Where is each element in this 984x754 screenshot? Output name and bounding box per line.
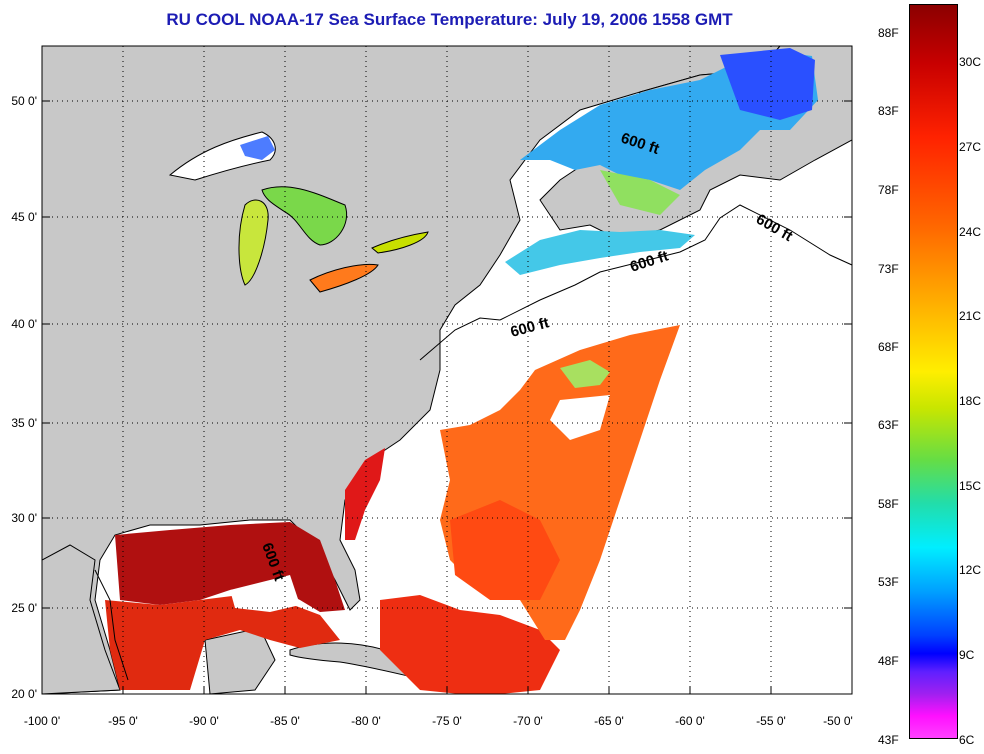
shelf-contour-gulf — [94, 569, 129, 681]
colorbar-f-label: 83F — [878, 104, 899, 118]
lon-tick-label: -60 0' — [675, 714, 705, 728]
colorbar-f-label: 43F — [878, 733, 899, 747]
colorbar-f-label: 53F — [878, 575, 899, 589]
colorbar-c-label: 12C — [959, 563, 982, 577]
colorbar-c-label: 21C — [959, 309, 982, 323]
lake-huron — [261, 186, 348, 246]
colorbar-f-label: 63F — [878, 418, 899, 432]
lat-tick-label: 20 0' — [11, 687, 37, 701]
colorbar-f-label: 88F — [878, 26, 899, 40]
sst-gulf-stream — [345, 448, 385, 540]
sst-bay-of-fundy — [600, 170, 680, 215]
lon-tick-label: -70 0' — [513, 714, 543, 728]
colorbar-f-label: 78F — [878, 183, 899, 197]
colorbar-c-label: 18C — [959, 394, 982, 408]
sst-gulf-mexico-south — [105, 595, 340, 690]
colorbar-f-label: 68F — [878, 340, 899, 354]
colorbar-c-label: 24C — [959, 225, 982, 239]
lat-tick-label: 35 0' — [11, 416, 37, 430]
sst-map: -100 0' -95 0' -90 0' -85 0' -80 0' -75 … — [11, 45, 853, 728]
map-title: RU COOL NOAA-17 Sea Surface Temperature:… — [166, 10, 733, 29]
colorbar-f-label: 58F — [878, 497, 899, 511]
lat-tick-label: 30 0' — [11, 511, 37, 525]
colorbar-f-label: 48F — [878, 654, 899, 668]
colorbar-c-label: 9C — [959, 648, 975, 662]
shelf-contour-atlantic — [499, 204, 853, 321]
lon-tick-label: -50 0' — [823, 714, 853, 728]
lon-tick-label: -80 0' — [351, 714, 381, 728]
sst-caribbean — [380, 595, 560, 694]
lat-tick-label: 50 0' — [11, 94, 37, 108]
sst-gulf-of-maine — [505, 230, 695, 275]
sst-gulf-gap — [230, 575, 300, 612]
lake-ontario — [371, 231, 429, 254]
colorbar-f-label: 73F — [878, 262, 899, 276]
lat-tick-label: 40 0' — [11, 317, 37, 331]
lat-tick-label: 25 0' — [11, 601, 37, 615]
lake-michigan — [238, 199, 269, 286]
land-mexico — [41, 544, 121, 695]
colorbar-c-label: 6C — [959, 733, 975, 747]
sst-atlantic-warm-core — [450, 500, 560, 600]
colorbar-c-label: 27C — [959, 140, 982, 154]
lon-tick-label: -100 0' — [24, 714, 60, 728]
colorbar-c-label: 30C — [959, 55, 982, 69]
lon-tick-label: -65 0' — [594, 714, 624, 728]
sst-atlantic-gap — [550, 395, 610, 440]
temperature-colorbar — [909, 4, 958, 739]
colorbar-c-label: 15C — [959, 479, 982, 493]
lat-tick-label: 45 0' — [11, 210, 37, 224]
grid-lines — [42, 46, 852, 694]
lon-tick-label: -90 0' — [189, 714, 219, 728]
sst-atlantic-cool-patch — [560, 360, 610, 388]
lake-erie — [309, 263, 379, 293]
lake-superior-sst — [240, 136, 275, 160]
lon-tick-label: -85 0' — [270, 714, 300, 728]
sst-labrador — [720, 48, 815, 120]
lon-tick-label: -75 0' — [432, 714, 462, 728]
tick-marks — [41, 100, 853, 694]
lon-tick-label: -55 0' — [756, 714, 786, 728]
lon-tick-label: -95 0' — [108, 714, 138, 728]
